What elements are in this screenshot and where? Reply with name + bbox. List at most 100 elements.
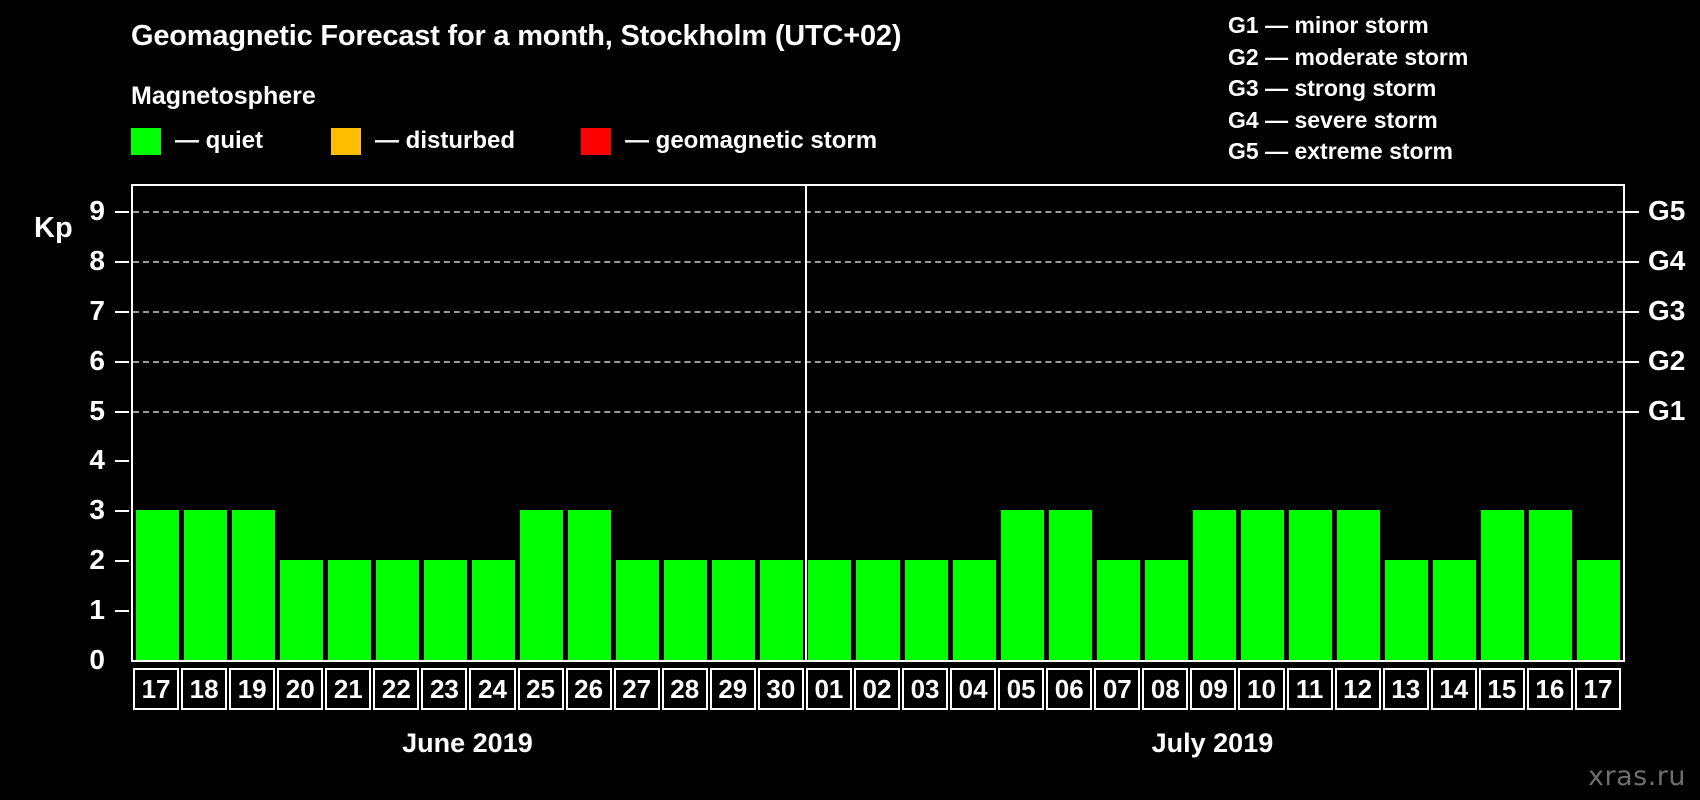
date-cell[interactable]: 20 bbox=[277, 668, 324, 710]
bar bbox=[1529, 510, 1573, 660]
date-cell[interactable]: 08 bbox=[1142, 668, 1189, 710]
green-square-swatch bbox=[131, 127, 161, 155]
bar bbox=[664, 560, 708, 660]
g-scale-axis: G1 G2 G3 G4 G5 bbox=[1625, 184, 1700, 662]
month-caption-1: June 2019 bbox=[402, 728, 533, 758]
g-tick-mark-G1 bbox=[1625, 410, 1639, 413]
bar bbox=[183, 510, 227, 660]
storm-scale-line-1: G1 — minor storm bbox=[1228, 12, 1429, 38]
date-cell[interactable]: 28 bbox=[661, 668, 708, 710]
legend-item-label: — disturbed bbox=[375, 127, 516, 154]
g-tick-mark-G3 bbox=[1625, 310, 1639, 313]
bar-series bbox=[133, 186, 1623, 660]
date-cell[interactable]: 21 bbox=[325, 668, 372, 710]
bar bbox=[1048, 510, 1092, 660]
orange-square-swatch bbox=[331, 127, 361, 155]
bar bbox=[520, 510, 564, 660]
storm-scale-line-5: G5 — extreme storm bbox=[1228, 138, 1453, 164]
y-tick-mark-9 bbox=[115, 210, 129, 213]
g-tick-mark-G5 bbox=[1625, 210, 1639, 213]
chart-header: Geomagnetic Forecast for a month, Stockh… bbox=[0, 0, 1700, 170]
bar bbox=[1481, 510, 1525, 660]
bar bbox=[135, 510, 179, 660]
y-tick-mark-4 bbox=[115, 460, 129, 463]
date-cell[interactable]: 24 bbox=[469, 668, 516, 710]
month-caption-2: July 2019 bbox=[1151, 728, 1274, 758]
date-cell[interactable]: 25 bbox=[517, 668, 564, 710]
legend-item-2: — geomagnetic storm bbox=[581, 126, 877, 156]
bar bbox=[1385, 560, 1429, 660]
bar bbox=[1337, 510, 1381, 660]
storm-scale-line-4: G4 — severe storm bbox=[1228, 106, 1438, 133]
y-tick-label-0: 0 bbox=[89, 644, 105, 675]
bar bbox=[231, 510, 275, 660]
storm-scale-line-2: G2 — moderate storm bbox=[1228, 43, 1469, 70]
y-tick-mark-5 bbox=[115, 410, 129, 413]
y-tick-label-3: 3 bbox=[89, 494, 105, 526]
bar bbox=[1289, 510, 1333, 660]
bar bbox=[471, 560, 515, 660]
g-tick-label-G3: G3 bbox=[1648, 294, 1686, 326]
bar bbox=[904, 560, 948, 660]
y-tick-label-5: 5 bbox=[89, 394, 105, 426]
date-cell[interactable]: 02 bbox=[853, 668, 901, 710]
date-cell[interactable]: 29 bbox=[709, 668, 756, 710]
bar bbox=[856, 560, 900, 660]
date-cell[interactable]: 15 bbox=[1478, 668, 1525, 710]
date-cell[interactable]: 26 bbox=[565, 668, 612, 710]
bar bbox=[1096, 560, 1140, 660]
bar bbox=[279, 560, 323, 660]
bar bbox=[1144, 560, 1188, 660]
date-cell[interactable]: 03 bbox=[902, 668, 949, 710]
y-tick-label-7: 7 bbox=[89, 294, 105, 326]
bar bbox=[760, 560, 804, 660]
date-cell[interactable]: 18 bbox=[181, 668, 228, 710]
y-tick-label-6: 6 bbox=[89, 344, 105, 376]
g-tick-label-G4: G4 bbox=[1648, 244, 1686, 276]
date-cell[interactable]: 16 bbox=[1526, 668, 1573, 710]
date-cell[interactable]: 12 bbox=[1334, 668, 1381, 710]
date-cell[interactable]: 07 bbox=[1094, 668, 1141, 710]
y-tick-label-1: 1 bbox=[89, 594, 105, 626]
date-cell[interactable]: 01 bbox=[805, 668, 852, 710]
g-tick-mark-G4 bbox=[1625, 260, 1639, 263]
date-cell[interactable]: 10 bbox=[1238, 668, 1285, 710]
date-cell[interactable]: 11 bbox=[1286, 668, 1333, 710]
date-cell[interactable]: 14 bbox=[1430, 668, 1477, 710]
y-tick-mark-8 bbox=[115, 260, 129, 263]
bar bbox=[1192, 510, 1236, 660]
bar bbox=[1000, 510, 1044, 660]
date-cell[interactable]: 27 bbox=[613, 668, 660, 710]
month-divider bbox=[804, 186, 807, 660]
date-cell[interactable]: 09 bbox=[1190, 668, 1237, 710]
g-tick-label-G2: G2 bbox=[1648, 344, 1686, 376]
gridline-kp-8 bbox=[133, 260, 1623, 263]
gridline-kp-5 bbox=[133, 410, 1623, 413]
gridline-kp-7 bbox=[133, 310, 1623, 313]
date-cell[interactable]: 04 bbox=[950, 668, 997, 710]
legend-heading: Magnetosphere bbox=[131, 82, 316, 110]
date-cell[interactable]: 30 bbox=[757, 668, 804, 710]
bar bbox=[808, 560, 852, 660]
date-cell[interactable]: 23 bbox=[421, 668, 468, 710]
legend-item-0: — quiet bbox=[131, 126, 263, 156]
g-tick-label-G1: G1 bbox=[1648, 394, 1686, 426]
red-square-swatch bbox=[581, 127, 611, 155]
date-cell[interactable]: 06 bbox=[1046, 668, 1093, 710]
bar bbox=[712, 560, 756, 660]
y-tick-label-8: 8 bbox=[89, 244, 105, 276]
date-cell[interactable]: 22 bbox=[373, 668, 420, 710]
date-cell[interactable]: 19 bbox=[229, 668, 276, 710]
x-axis-dates: 17 18 19 20 21 22 23 24 25 26 27 28 29 30 01 02 03 04 05 06… bbox=[131, 668, 1625, 710]
bar bbox=[616, 560, 660, 660]
gridline-kp-9 bbox=[133, 210, 1623, 213]
date-cell[interactable]: 17 bbox=[133, 668, 180, 710]
date-cell[interactable]: 13 bbox=[1382, 668, 1429, 710]
date-cell[interactable]: 17 bbox=[1574, 668, 1621, 710]
y-tick-mark-1 bbox=[115, 610, 129, 613]
date-cell[interactable]: 05 bbox=[998, 668, 1045, 710]
plot-inner bbox=[133, 186, 1623, 660]
y-axis-title: Kp bbox=[34, 212, 73, 244]
y-tick-label-9: 9 bbox=[89, 194, 105, 226]
page-title: Geomagnetic Forecast for a month, Stockh… bbox=[131, 20, 902, 52]
